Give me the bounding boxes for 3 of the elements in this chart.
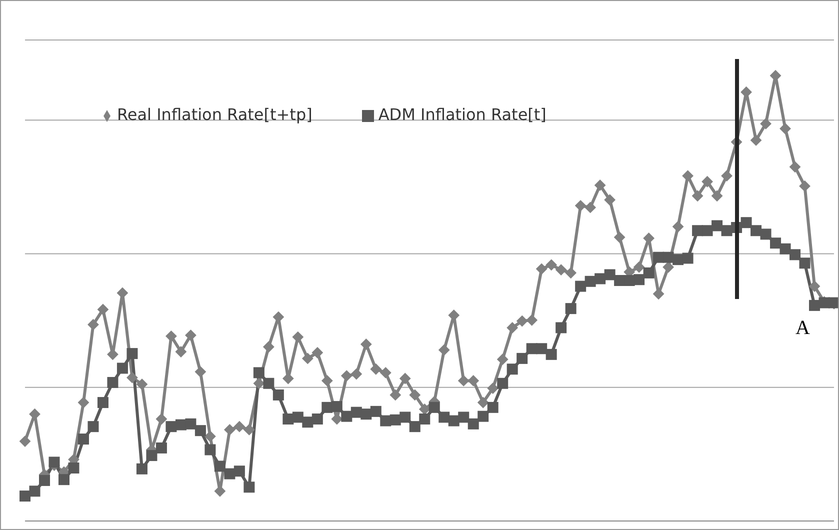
- legend-label: Real Inflation Rate[t+tp]: [117, 105, 312, 124]
- legend-label: ADM Inflation Rate[t]: [378, 105, 546, 124]
- annotation: A: [796, 317, 810, 340]
